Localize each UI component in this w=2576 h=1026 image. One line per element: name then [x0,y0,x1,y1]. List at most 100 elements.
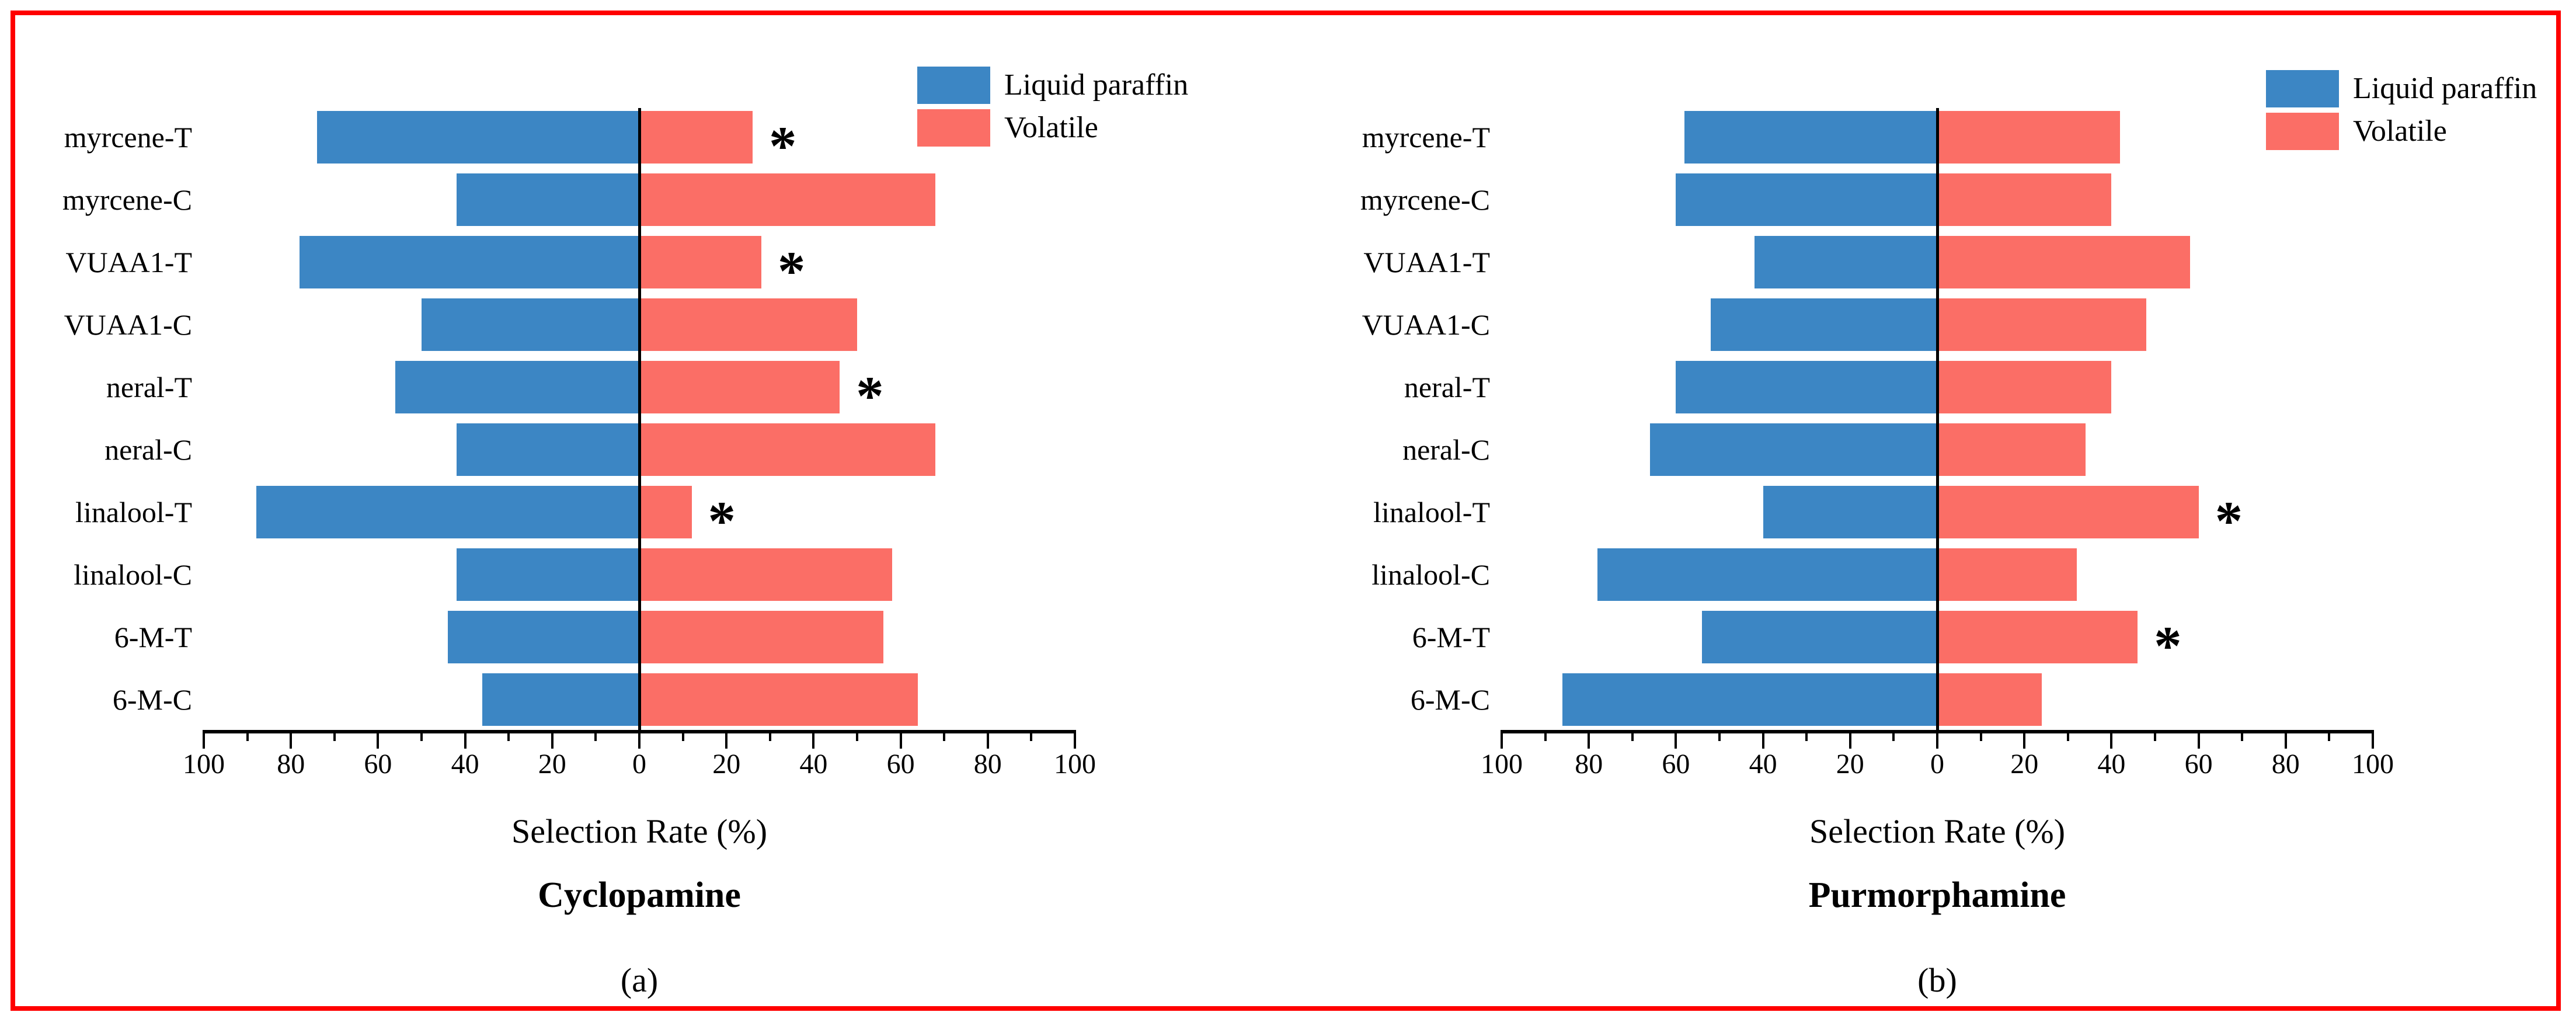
legend-label-liquid-paraffin: Liquid paraffin [1004,68,1189,102]
x-axis-major-tick [638,733,640,749]
x-axis-minor-tick [856,733,858,741]
x-axis-line [203,730,1076,733]
significance-asterisk: * [768,115,797,177]
x-axis-minor-tick [1979,733,1982,741]
panel-b-label: (b) [1917,961,1957,999]
x-axis-major-tick [1762,733,1764,749]
category-label: 6-M-C [112,683,192,716]
bar-volatile [639,361,840,413]
bar-volatile [1937,548,2077,601]
category-label: neral-T [1404,371,1490,404]
x-axis-tick-label: 20 [1836,749,1864,780]
panel-a-chart-title: Cyclopamine [538,875,741,915]
x-axis-major-tick [725,733,728,749]
x-axis-major-tick [1074,733,1076,749]
category-label: neral-C [1402,433,1490,466]
x-axis-major-tick [464,733,467,749]
x-axis-tick-label: 40 [799,749,828,780]
category-label: myrcene-C [62,183,192,216]
x-axis-tick-label: 0 [632,749,646,780]
x-axis-tick-label: 80 [973,749,1002,780]
x-axis-line [1501,730,2374,733]
x-axis-minor-tick [2241,733,2244,741]
x-axis-major-tick [551,733,554,749]
category-label: VUAA1-T [65,246,192,279]
x-axis-major-tick [1675,733,1677,749]
category-label: VUAA1-C [64,308,192,341]
x-axis-tick-label: 20 [2010,749,2039,780]
category-label: 6-M-T [1412,621,1490,653]
bar-volatile [1937,673,2042,726]
x-axis-minor-tick [681,733,684,741]
legend-label-liquid-paraffin: Liquid paraffin [2353,72,2537,105]
x-axis-tick-label: 40 [2097,749,2126,780]
legend-swatch-liquid-paraffin [917,67,990,104]
category-label: VUAA1-C [1362,308,1490,341]
category-label: linalool-T [75,496,192,528]
bar-volatile [639,548,892,601]
x-axis-tick-label: 40 [451,749,479,780]
category-label: linalool-C [74,558,192,591]
x-axis-tick-label: 40 [1749,749,1777,780]
x-axis-minor-tick [768,733,771,741]
x-axis-tick-label: 0 [1930,749,1944,780]
x-axis-tick-label: 60 [886,749,915,780]
panel-b-xaxis-title: Selection Rate (%) [1809,812,2066,850]
x-axis-major-tick [1849,733,1851,749]
x-axis-tick-label: 100 [1054,749,1096,780]
x-axis-major-tick [1588,733,1590,749]
significance-asterisk: * [708,490,736,552]
category-label: myrcene-T [64,121,192,154]
bar-liquid-paraffin [316,111,639,164]
bar-volatile [1937,236,2190,288]
x-axis-tick-label: 60 [2184,749,2213,780]
bar-volatile [639,236,761,288]
x-axis-major-tick [290,733,293,749]
panel-b-chart-title: Purmorphamine [1808,875,2066,915]
bar-liquid-paraffin [300,236,639,288]
x-axis-minor-tick [1544,733,1547,741]
x-axis-major-tick [2284,733,2287,749]
category-label: linalool-C [1371,558,1490,591]
category-label: VUAA1-T [1363,246,1490,279]
bar-volatile [1937,173,2112,226]
x-axis-major-tick [812,733,815,749]
bar-volatile [639,611,883,663]
x-axis-tick-label: 80 [2271,749,2300,780]
x-axis-tick-label: 100 [183,749,225,780]
bar-volatile [639,673,918,726]
x-axis-minor-tick [1805,733,1808,741]
category-label: myrcene-T [1362,121,1490,154]
x-axis-minor-tick [2328,733,2331,741]
category-label: 6-M-T [114,621,192,653]
x-axis-minor-tick [1030,733,1033,741]
bar-volatile [639,298,857,351]
x-axis-tick-label: 100 [1481,749,1523,780]
bar-liquid-paraffin [447,611,639,663]
bar-liquid-paraffin [456,423,639,476]
x-axis-minor-tick [246,733,249,741]
category-label: myrcene-C [1360,183,1490,216]
bar-volatile [639,173,936,226]
bar-volatile [1937,298,2147,351]
significance-asterisk: * [2154,615,2182,677]
bar-volatile [1937,361,2112,413]
x-axis-major-tick [377,733,380,749]
bar-volatile [639,111,753,164]
x-axis-minor-tick [333,733,336,741]
x-axis-tick-label: 80 [1575,749,1603,780]
legend-swatch-liquid-paraffin [2266,70,2339,107]
bar-liquid-paraffin [1676,173,1937,226]
x-axis-major-tick [2372,733,2374,749]
x-axis-major-tick [899,733,902,749]
bar-volatile [1937,486,2199,538]
bar-liquid-paraffin [256,486,639,538]
bar-liquid-paraffin [1711,298,1937,351]
legend-swatch-volatile [2266,113,2339,150]
bar-liquid-paraffin [1597,548,1937,601]
x-axis-tick-label: 20 [538,749,566,780]
significance-asterisk: * [2215,490,2243,552]
bar-liquid-paraffin [1562,673,1937,726]
significance-asterisk: * [856,365,884,427]
significance-asterisk: * [777,240,806,302]
